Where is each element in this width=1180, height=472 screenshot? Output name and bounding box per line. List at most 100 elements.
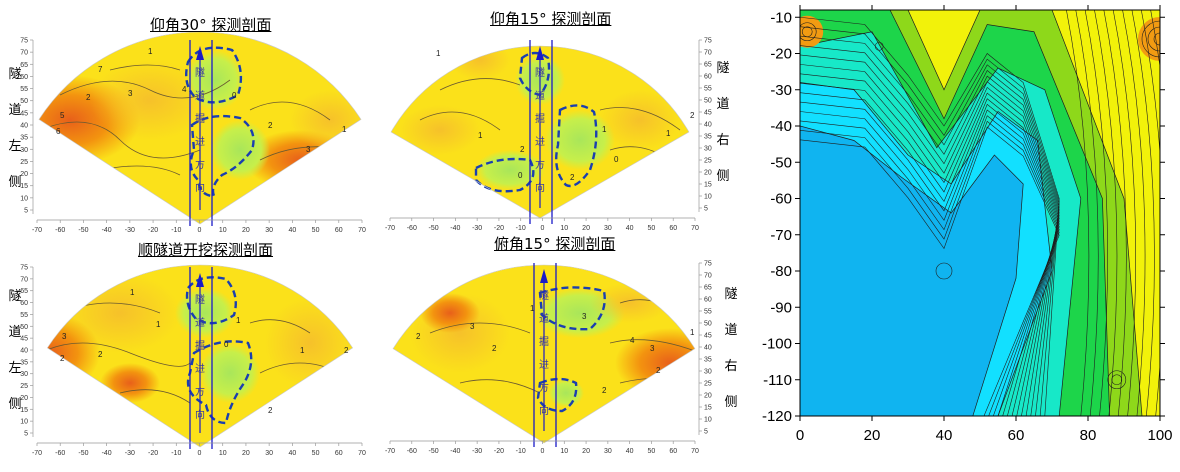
map-frame	[799, 9, 1161, 417]
fan-outline	[38, 31, 362, 225]
contour-value-label: 0	[614, 155, 619, 164]
tunnel-direction-char: 道	[539, 312, 549, 325]
contour-value-label: 1	[148, 47, 153, 56]
y-tick-label: -40	[770, 118, 792, 135]
y-tick-label: 50	[704, 321, 712, 328]
y-tick-label: 70	[704, 50, 712, 57]
tunnel-direction-char: 方	[535, 158, 545, 171]
contour-value-label: 5	[60, 111, 65, 120]
contour-loop	[1111, 374, 1123, 386]
side-char: 左	[8, 139, 22, 154]
x-tick-label: 60	[335, 227, 343, 233]
contour-line	[119, 389, 191, 404]
side-char: 侧	[8, 175, 22, 190]
panel-title: 仰角15° 探测剖面	[490, 10, 612, 28]
x-tick-label: 10	[219, 227, 227, 233]
y-tick-label: 5	[704, 206, 708, 213]
fan-fill	[47, 265, 353, 447]
y-tick-label: 35	[20, 135, 28, 142]
contour-line	[800, 16, 1060, 416]
x-tick-label: 40	[626, 225, 634, 232]
color-region	[590, 283, 670, 323]
contour-line	[800, 115, 1060, 416]
x-tick-label: -10	[171, 450, 181, 457]
contour-value-label: 2	[268, 406, 273, 415]
tunnel-direction-char: 进	[195, 136, 205, 148]
y-tick-label: 35	[20, 359, 28, 366]
y-tick-label: 60	[20, 74, 28, 81]
contour-line	[800, 64, 1060, 416]
y-tick-label: 20	[704, 393, 712, 400]
side-char: 隧	[8, 67, 22, 82]
y-tick-label: 25	[20, 383, 28, 390]
contour-map-svg: 0 20 40 60 80 100 -10 -20 -30 -40 -50 -60 -70 -80 -90 -…	[762, 5, 1173, 444]
contour-value-label: 2	[416, 332, 421, 341]
side-char: 道	[8, 325, 22, 340]
contour-line	[1066, 10, 1090, 416]
contour-value-label: 1	[236, 316, 241, 325]
y-tick-label: 40	[20, 348, 28, 355]
fan-outline	[46, 264, 354, 448]
x-tick-label: -50	[78, 227, 88, 233]
color-region	[175, 288, 235, 338]
color-region	[100, 363, 160, 403]
x-tick-label: 30	[265, 227, 273, 233]
contour-line	[1140, 10, 1160, 416]
x-tick-label: -10	[516, 225, 526, 232]
color-region	[450, 46, 510, 80]
y-tick-label: 15	[704, 182, 712, 189]
contour-line	[429, 322, 531, 334]
color-region	[600, 90, 680, 150]
direction-arrow-icon	[196, 273, 204, 287]
contour-value-label: 3	[128, 89, 133, 98]
side-label-right-bottom: 隧 道 右 侧	[724, 284, 738, 414]
y-tick-label: 50	[20, 324, 28, 331]
contour-line	[800, 45, 1060, 416]
contour-loop	[800, 22, 817, 42]
contour-line	[800, 35, 1060, 416]
contour-value-label: 3	[582, 312, 587, 321]
y-tick-label: 30	[20, 147, 28, 154]
y-tick-label: 60	[704, 74, 712, 81]
x-tick-label: 40	[936, 427, 953, 444]
x-tick-label: 20	[864, 427, 881, 444]
side-char: 道	[8, 103, 22, 118]
x-tick-label: 0	[796, 427, 804, 444]
y-tick-label: 45	[704, 110, 712, 117]
y-tick-label: -120	[762, 408, 792, 425]
x-tick-label: 0	[198, 227, 202, 233]
x-tick-label: -70	[32, 227, 42, 233]
color-region	[210, 120, 270, 180]
tunnel-direction-char: 向	[535, 181, 545, 194]
tunnel-direction-char: 向	[539, 404, 549, 417]
contour-line	[439, 78, 521, 91]
x-tick-label: 40	[288, 227, 296, 233]
x-tick-label: -20	[494, 448, 504, 455]
panel-title: 仰角30° 探测剖面	[150, 16, 272, 34]
y-tick-label: 45	[704, 333, 712, 340]
contour-loop	[1153, 32, 1160, 46]
color-region	[265, 298, 353, 388]
y-tick-label: 25	[20, 159, 28, 166]
x-tick-label: -40	[450, 448, 460, 455]
contour-value-label: 4	[630, 336, 635, 345]
tunnel-direction-char: 方	[195, 158, 205, 171]
contour-line	[1131, 10, 1155, 416]
y-tick-label: 45	[20, 336, 28, 343]
direction-arrow-icon	[196, 46, 204, 60]
y-tick-label: 55	[20, 86, 28, 93]
tunnel-direction-char: 隧	[195, 66, 205, 79]
contour-line	[1112, 10, 1136, 416]
contour-line	[47, 342, 191, 367]
y-tick-label: 75	[704, 261, 712, 268]
fan-panel-bottom-left: 顺隧道开挖探测剖面 隧道掘进方向 1 2 3 2 1 0 1 2 1 2 -70 -60 -50 -40 -3…	[0, 233, 380, 467]
color-region	[200, 343, 260, 403]
contour-line	[1094, 10, 1118, 416]
side-char: 隧	[8, 289, 22, 304]
contour-line	[599, 107, 681, 131]
x-tick-label: 60	[335, 450, 343, 457]
x-tick-label: -30	[125, 450, 135, 457]
tunnel-direction-char: 道	[195, 89, 205, 102]
x-tick-label: 40	[288, 450, 296, 457]
